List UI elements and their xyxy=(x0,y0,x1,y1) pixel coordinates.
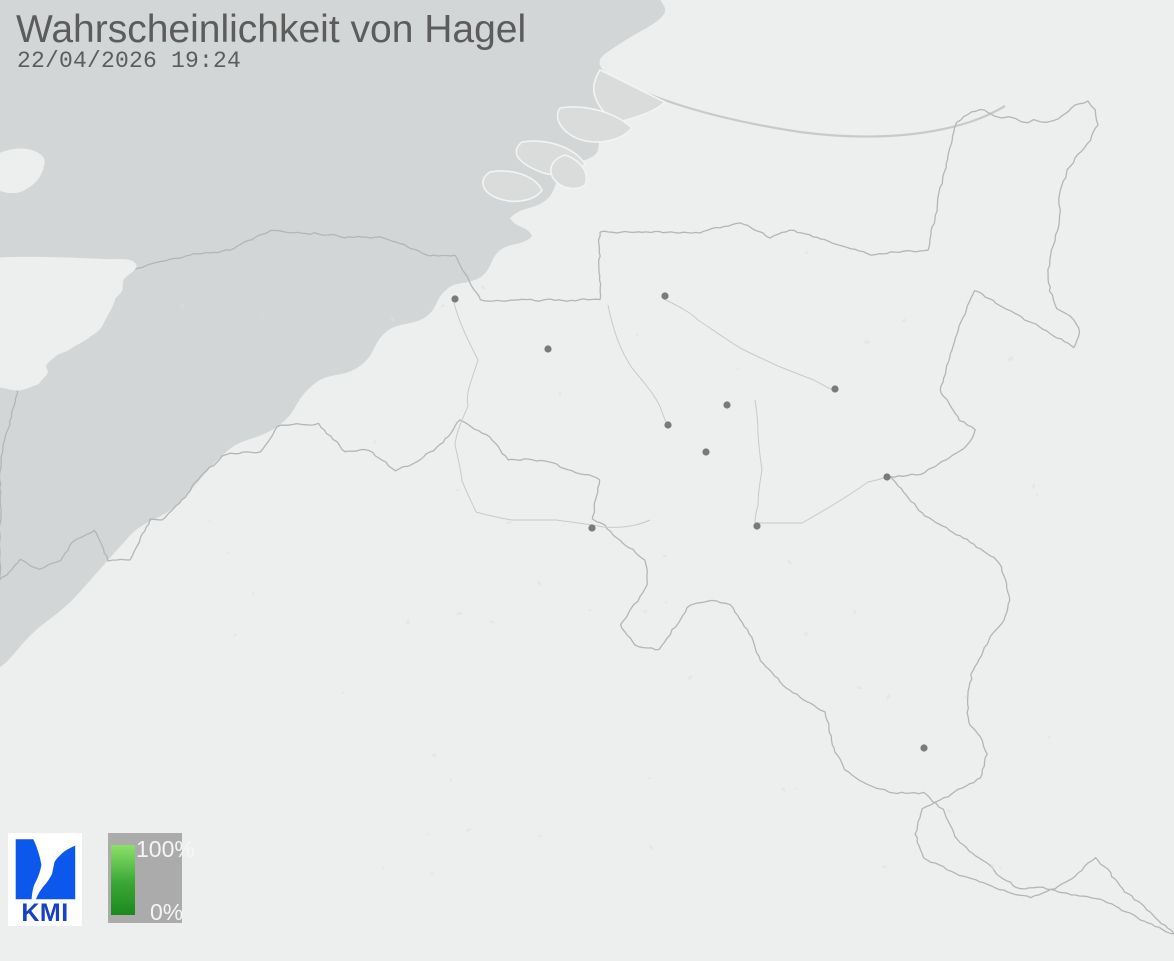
svg-text:KMI: KMI xyxy=(21,899,68,926)
